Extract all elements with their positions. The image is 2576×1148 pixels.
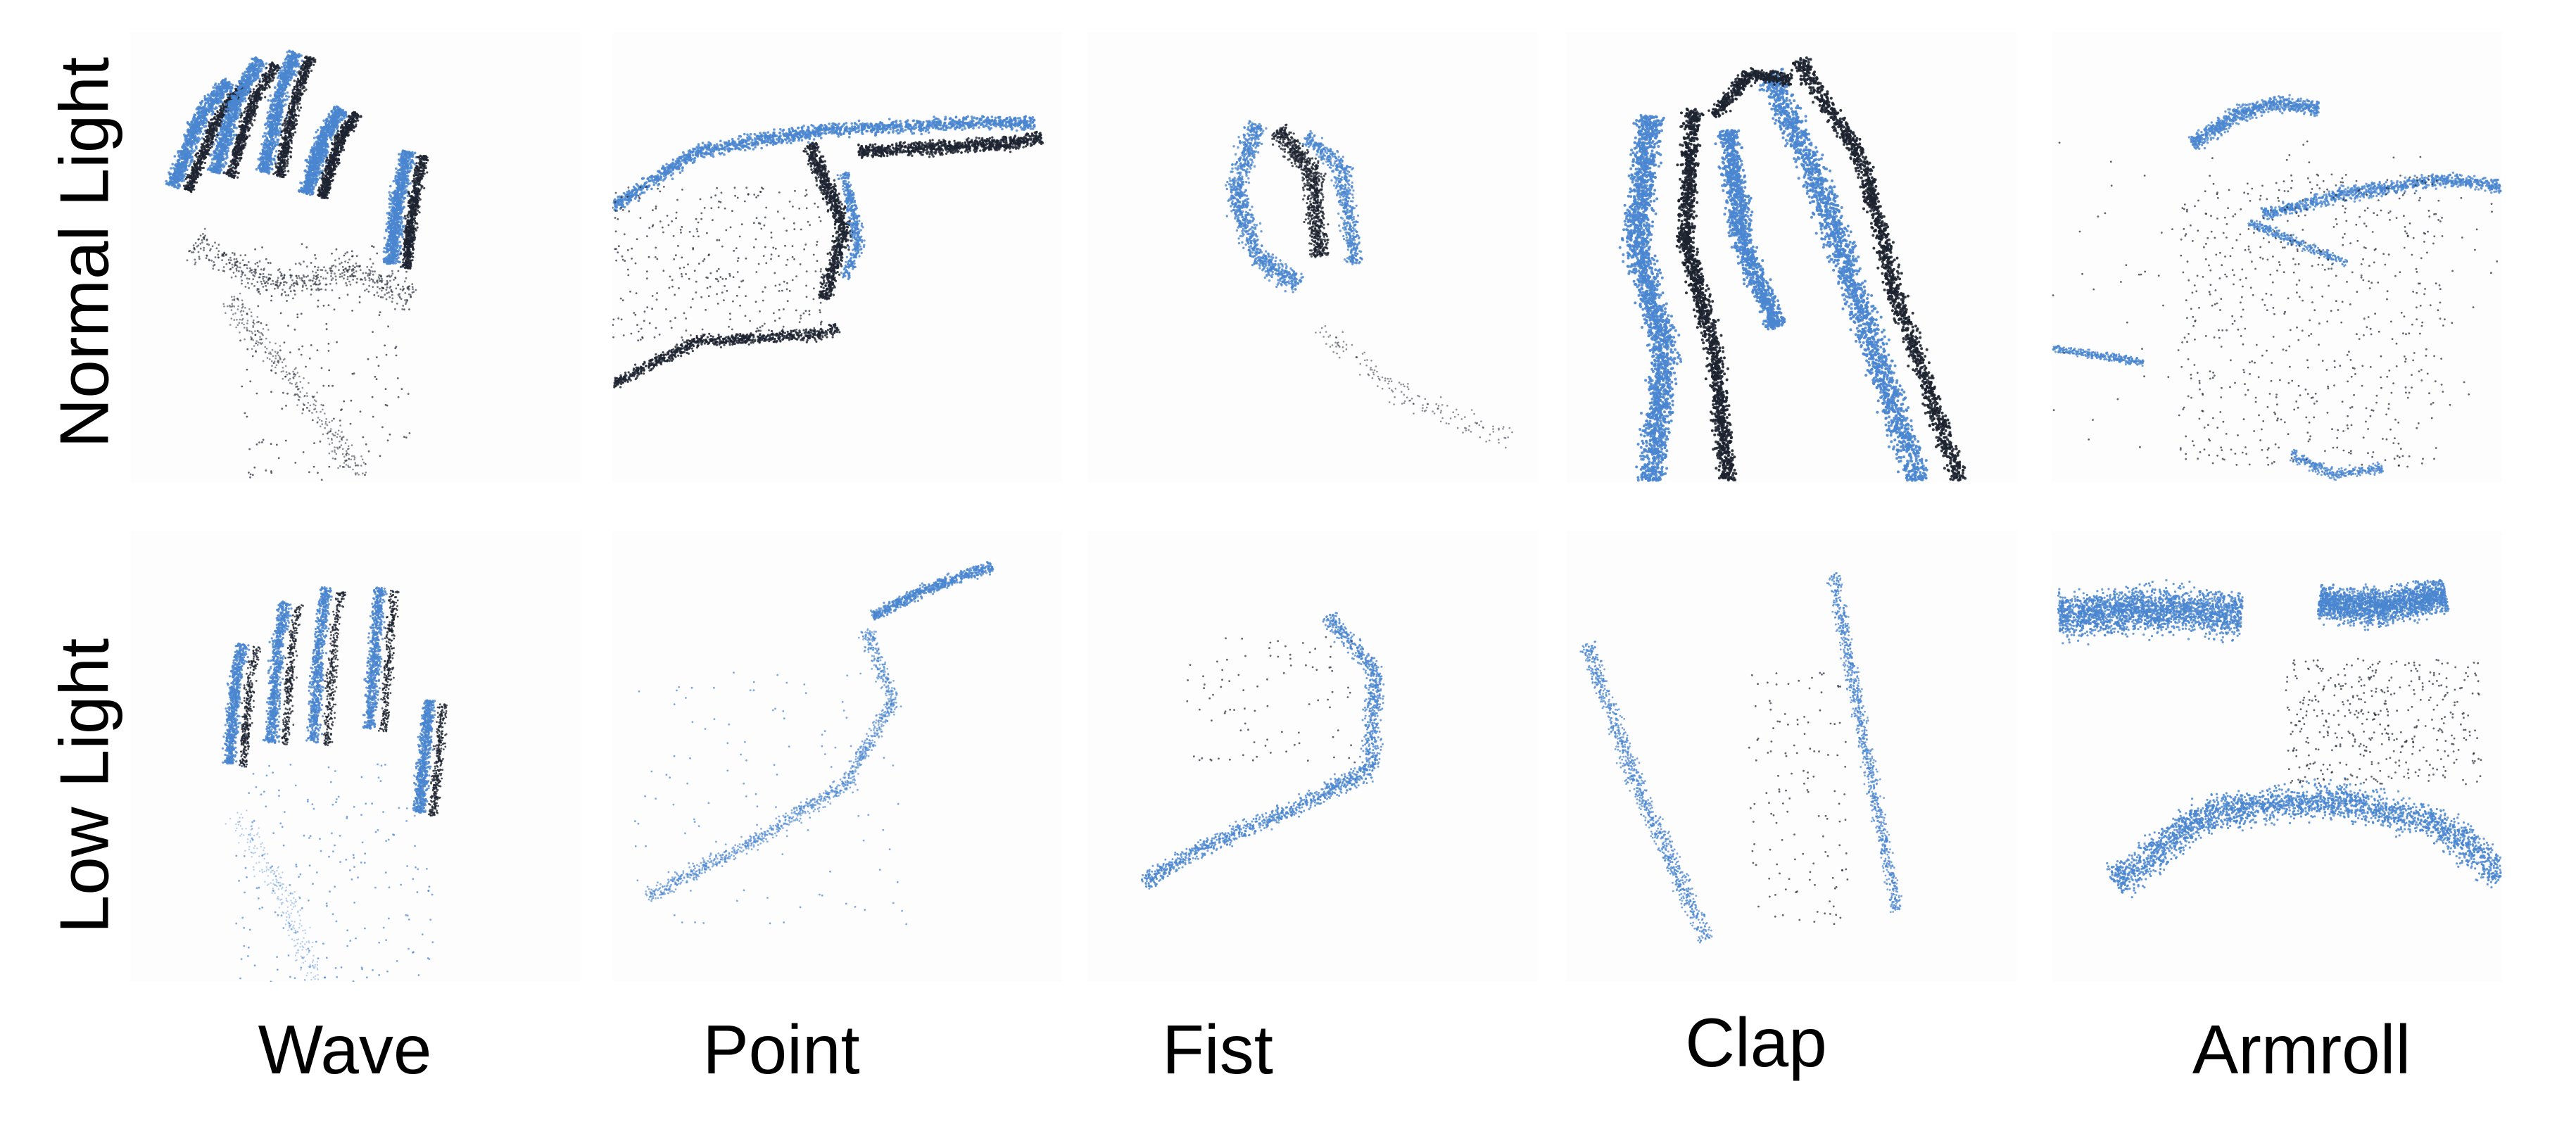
panel-fist-low bbox=[1087, 531, 1538, 982]
panel-clap-normal-point-cloud bbox=[1618, 56, 1967, 482]
panel-wave-low bbox=[130, 531, 581, 982]
panel-fist-normal bbox=[1087, 32, 1538, 482]
row-label-normal-light: Normal Light bbox=[45, 57, 125, 448]
row-label-low-light: Low Light bbox=[45, 610, 125, 962]
panel-wave-normal bbox=[130, 32, 581, 482]
panel-armroll-low bbox=[2052, 531, 2502, 982]
column-label-fist: Fist bbox=[1162, 1010, 1273, 1090]
panel-clap-low bbox=[1566, 531, 2016, 982]
column-label-point: Point bbox=[702, 1010, 859, 1090]
panel-clap-normal bbox=[1566, 32, 2016, 482]
panel-armroll-normal bbox=[2052, 32, 2502, 482]
panel-fist-normal-point-cloud bbox=[1225, 120, 1513, 449]
column-label-wave: Wave bbox=[258, 1010, 432, 1090]
panel-wave-low-point-cloud bbox=[221, 586, 448, 982]
panel-point-normal bbox=[612, 32, 1063, 482]
panel-clap-low-point-cloud bbox=[1579, 572, 1902, 944]
panel-fist-low-point-cloud bbox=[1140, 612, 1385, 890]
column-label-clap: Clap bbox=[1685, 1003, 1827, 1083]
panel-armroll-normal-point-cloud bbox=[2052, 94, 2502, 481]
panel-point-low-point-cloud bbox=[634, 561, 995, 926]
panel-armroll-low-point-cloud bbox=[2057, 579, 2502, 899]
column-label-armroll: Armroll bbox=[2192, 1010, 2411, 1090]
panel-wave-normal-point-cloud bbox=[165, 49, 429, 481]
panel-point-normal-point-cloud bbox=[612, 115, 1044, 389]
panel-point-low bbox=[612, 531, 1063, 982]
